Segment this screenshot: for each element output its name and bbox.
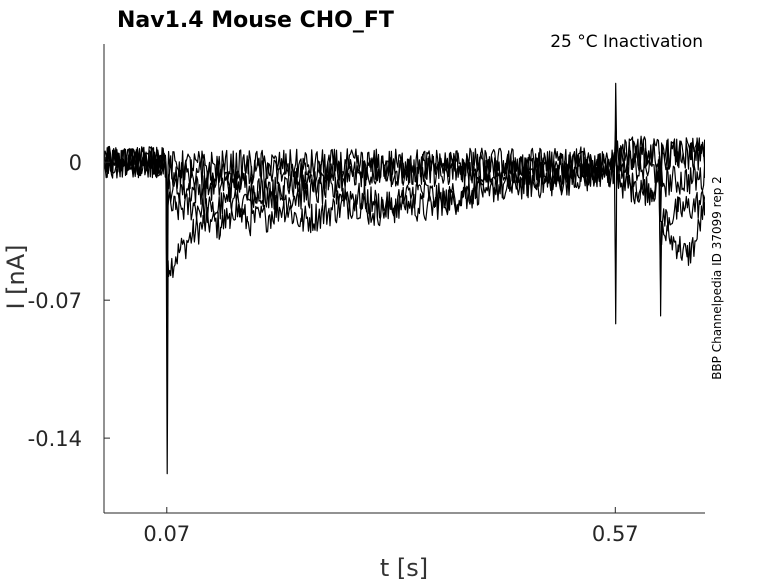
y-tick-label: 0 <box>69 151 82 175</box>
x-tick-label: 0.07 <box>143 522 190 546</box>
ticks-group: 0.07 0.57 0 -0.07 -0.14 <box>28 151 639 546</box>
x-tick-label: 0.57 <box>592 522 639 546</box>
plot-area <box>104 82 705 475</box>
chart-subtitle: 25 °C Inactivation <box>550 32 703 52</box>
axes-group <box>103 44 705 514</box>
current-trace-5 <box>104 135 705 203</box>
y-tick-label: -0.14 <box>28 427 82 451</box>
channelpedia-id-label: BBP Channelpedia ID 37099 rep 2 <box>710 176 724 380</box>
current-trace-3 <box>104 122 705 301</box>
y-axis-label: I [nA] <box>2 244 30 309</box>
x-axis-label: t [s] <box>380 554 428 582</box>
traces-group <box>104 82 705 475</box>
y-tick-label: -0.07 <box>28 289 82 313</box>
chart-title: Nav1.4 Mouse CHO_FT <box>117 8 394 33</box>
